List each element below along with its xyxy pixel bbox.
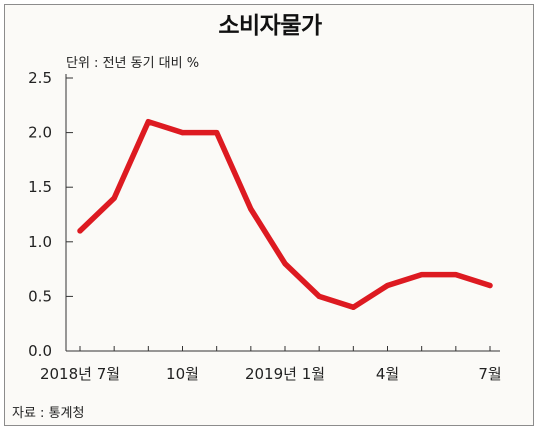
data-point — [316, 293, 322, 299]
y-tick-label: 1.5 — [28, 178, 52, 196]
y-tick-label: 2.0 — [28, 124, 52, 142]
y-axis: 0.0 0.5 1.0 1.5 2.0 2.5 — [28, 69, 73, 360]
data-point — [350, 304, 356, 310]
x-tick-label: 2019년 1월 — [245, 365, 325, 383]
y-tick-label: 0.5 — [28, 287, 52, 305]
x-axis: 2018년 7월 10월 2019년 1월 4월 7월 — [40, 346, 502, 383]
data-point — [145, 119, 151, 125]
source-note: 자료 : 통계청 — [12, 406, 85, 421]
data-point — [214, 130, 220, 136]
data-point — [453, 271, 459, 278]
series-line — [77, 118, 493, 311]
data-point — [419, 271, 425, 278]
data-point — [384, 282, 391, 289]
data-point — [248, 206, 254, 212]
x-tick-label: 7월 — [478, 365, 501, 383]
y-tick-label: 0.0 — [28, 342, 52, 360]
y-tick-label: 1.0 — [28, 233, 52, 251]
unit-note: 단위 : 전년 동기 대비 % — [66, 56, 200, 71]
data-point — [179, 130, 186, 136]
data-point — [282, 261, 288, 267]
series-layer — [77, 118, 493, 311]
y-tick-label: 2.5 — [28, 69, 52, 87]
x-tick-label: 4월 — [376, 365, 399, 383]
data-point — [111, 195, 117, 201]
x-tick-label: 2018년 7월 — [40, 365, 120, 383]
x-tick-label: 10월 — [166, 365, 199, 383]
data-point — [487, 282, 493, 289]
chart-title: 소비자물가 — [218, 13, 322, 39]
chart-frame — [4, 4, 534, 426]
data-point — [77, 228, 83, 234]
